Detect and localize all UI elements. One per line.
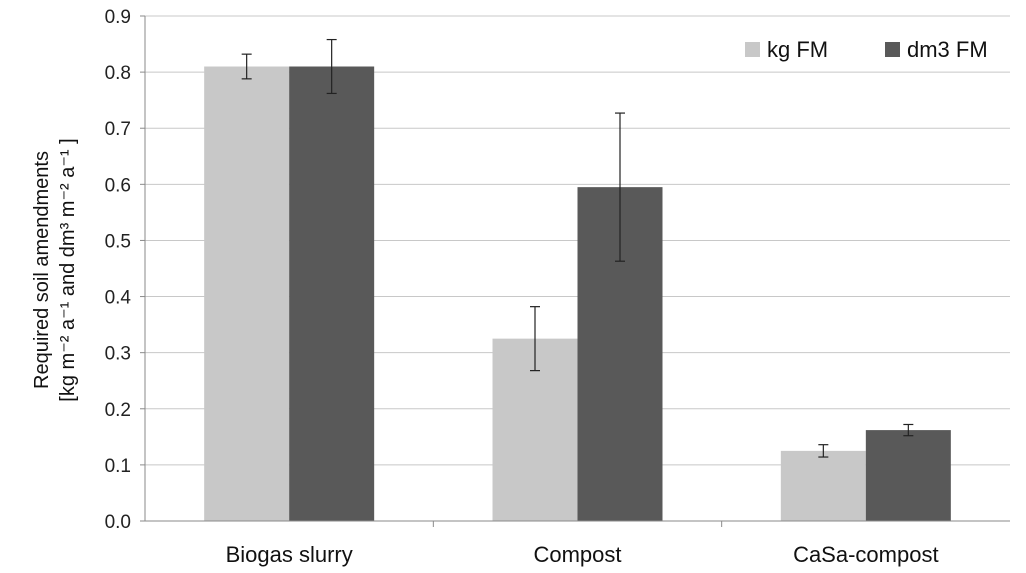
legend-swatch-1 — [885, 42, 900, 57]
y-tick-label: 0.7 — [105, 119, 131, 140]
bars — [204, 66, 951, 521]
x-category-label: CaSa-compost — [793, 542, 939, 567]
error-bar — [241, 53, 252, 80]
bar-biogas-slurry-1 — [289, 66, 375, 521]
error-bar — [326, 38, 337, 95]
y-axis-label-line2: [kg m⁻² a⁻¹ and dm³ m⁻² a⁻¹ ] — [57, 138, 79, 401]
legend: kg FM dm3 FM — [745, 37, 988, 62]
error-bar — [530, 306, 540, 372]
y-tick-label: 0.8 — [105, 63, 131, 84]
error-bar — [818, 444, 829, 458]
legend-swatch-0 — [745, 42, 760, 57]
bar-casa-compost-1 — [865, 430, 951, 521]
y-tick-label: 0.5 — [105, 231, 131, 252]
y-tick-label: 0.3 — [105, 344, 131, 365]
bar-casa-compost-0 — [780, 450, 866, 521]
x-category-labels: Biogas slurry Compost CaSa-compost — [226, 542, 939, 567]
legend-label-0: kg FM — [767, 37, 828, 62]
y-tick-label: 0.0 — [105, 512, 131, 533]
y-tick-labels: 0.0 0.1 0.2 0.3 0.4 0.5 0.6 0.7 0.8 0.9 — [105, 7, 132, 533]
error-bar — [615, 112, 625, 262]
y-tick-label: 0.4 — [105, 288, 132, 309]
x-category-label: Compost — [533, 542, 621, 567]
x-category-label: Biogas slurry — [226, 542, 353, 567]
error-bar — [903, 423, 914, 437]
y-tick-label: 0.1 — [105, 456, 131, 477]
y-tick-label: 0.2 — [105, 400, 131, 421]
y-tick-label: 0.6 — [105, 175, 131, 196]
legend-label-1: dm3 FM — [907, 37, 988, 62]
y-tick-label: 0.9 — [105, 7, 131, 28]
y-axis-label-line1: Required soil amendments — [31, 151, 53, 389]
error-bars — [241, 38, 914, 458]
bar-biogas-slurry-0 — [204, 66, 290, 521]
axes — [140, 15, 1010, 527]
